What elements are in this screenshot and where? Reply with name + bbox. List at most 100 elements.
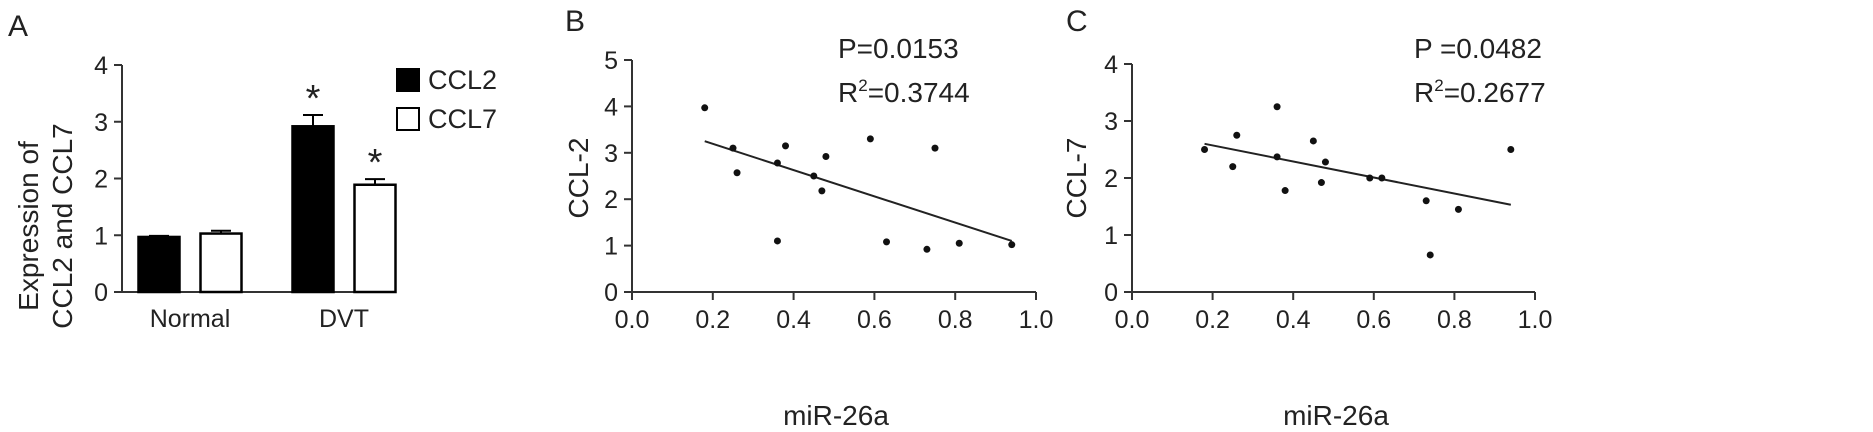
panel-b-data-point: [1008, 241, 1016, 249]
panel-c-data-point: [1233, 131, 1241, 139]
panel-b-ylabel: CCL-2: [563, 138, 594, 219]
panel-c-data-point: [1378, 174, 1386, 182]
panel-c-data-point: [1317, 179, 1325, 187]
panel-b-data-point: [733, 169, 741, 177]
panel-c-ytick-label: 2: [1104, 165, 1118, 193]
panel-a-ytick-label: 1: [94, 222, 108, 250]
panel-c-r2-value: =0.2677: [1444, 77, 1546, 108]
panel-b-xtick-label: 1.0: [1019, 306, 1054, 334]
panel-c-ytick-label: 1: [1104, 222, 1118, 250]
panel-a-ytick-label: 0: [94, 279, 108, 307]
panel-b-data-point: [782, 142, 790, 150]
panel-b-ytick-label: 1: [604, 233, 618, 261]
bar-ccl7-dvt: [353, 183, 397, 294]
panel-b-xtick-label: 0.0: [615, 306, 650, 334]
panel-b-r-label: R: [838, 77, 858, 108]
panel-b-r-squared: R2=0.3744: [838, 76, 970, 108]
panel-a-legend: CCL2 CCL7: [396, 65, 497, 134]
panel-a-label: A: [8, 10, 28, 43]
panel-c-regression-line: [1204, 142, 1512, 206]
panel-c-label: C: [1066, 5, 1088, 38]
panel-b-p-value: P=0.0153: [838, 33, 959, 64]
panel-b-data-point: [822, 153, 830, 161]
legend-label-ccl7: CCL7: [428, 104, 497, 134]
panel-c-xtick-label: 0.6: [1356, 306, 1391, 334]
legend-swatch-ccl7: [396, 107, 420, 131]
bar-ccl7-normal: [199, 232, 243, 294]
panel-a-ylabel-line1: Expression of: [13, 141, 44, 311]
panel-c-data-point: [1273, 103, 1281, 111]
panel-b-data-point: [773, 159, 781, 167]
panel-a-y-ticks: 0 1 2 3 4: [94, 52, 122, 307]
panel-c-xtick-label: 0.0: [1115, 306, 1150, 334]
panel-b-label: B: [565, 5, 585, 38]
panel-b-xtick-label: 0.2: [695, 306, 730, 334]
panel-c-data-point: [1422, 197, 1430, 205]
significance-star: *: [306, 78, 321, 120]
panel-c-data-point: [1201, 146, 1209, 153]
panel-b-xtick-label: 0.8: [938, 306, 973, 334]
panel-c-xtick-label: 1.0: [1518, 306, 1553, 334]
panel-c-data-point: [1309, 137, 1317, 145]
panel-c-xlabel: miR-26a: [1283, 400, 1389, 431]
panel-c-data-point: [1366, 174, 1374, 182]
panel-a-ylabel-line2: CCL2 and CCL7: [47, 123, 78, 328]
panel-c-xtick-label: 0.2: [1195, 306, 1230, 334]
panel-c-xtick-label: 0.8: [1437, 306, 1472, 334]
panel-b-data-point: [866, 135, 874, 143]
panel-c-p-value: P =0.0482: [1414, 33, 1542, 64]
panel-a-ytick-label: 2: [94, 166, 108, 194]
panel-b-ytick-label: 5: [604, 47, 618, 75]
panel-b-xtick-label: 0.4: [776, 306, 811, 334]
panel-b-xtick-label: 0.6: [857, 306, 892, 334]
panel-b-data-point: [923, 245, 931, 253]
panel-a-ytick-label: 4: [94, 52, 108, 80]
panel-c-data-point: [1507, 146, 1515, 153]
panel-c-data-point: [1426, 251, 1434, 259]
panel-b-regression-line: [704, 140, 1013, 242]
panel-a-ytick-label: 3: [94, 109, 108, 137]
legend-label-ccl2: CCL2: [428, 65, 497, 95]
panel-c-data-point: [1281, 187, 1289, 195]
panel-b-scatter: B CCL-2 miR-26a P=0.0153 R2=0.3744 01234…: [563, 5, 1053, 431]
significance-star: *: [368, 142, 383, 184]
panel-c-ytick-label: 4: [1104, 51, 1118, 79]
panel-b-xlabel: miR-26a: [783, 400, 889, 431]
panel-b-data-point: [955, 239, 963, 247]
panel-b-data-point: [931, 144, 939, 152]
panel-c-scatter: C CCL-7 miR-26a P =0.0482 R2=0.2677 0123…: [1061, 5, 1552, 431]
panel-c-ytick-label: 3: [1104, 108, 1118, 136]
panel-c-plot-area: 0 1 2 3 4 0.0 0.2 0.4 0.6 0.8 1.0: [1104, 51, 1552, 334]
panel-c-xtick-label: 0.4: [1276, 306, 1311, 334]
panel-c-ylabel: CCL-7: [1061, 138, 1092, 219]
bar-ccl2-dvt: [291, 125, 335, 294]
panel-c-data-point: [1229, 163, 1237, 171]
panel-b-data-point: [729, 144, 737, 152]
panel-b-r2-value: =0.3744: [868, 77, 970, 108]
panel-c-ytick-label: 0: [1104, 279, 1118, 307]
panel-b-data-point: [818, 187, 826, 195]
panel-c-r-superscript: 2: [1434, 76, 1443, 95]
panel-c-data-point: [1321, 158, 1329, 166]
panel-c-data-point: [1454, 205, 1462, 213]
panel-b-data-point: [773, 237, 781, 245]
panel-b-data-point: [810, 172, 818, 180]
panel-b-data-point: [701, 104, 709, 112]
panel-c-r-squared: R2=0.2677: [1414, 76, 1546, 108]
panel-b-ytick-label: 4: [604, 93, 618, 121]
panel-c-data-point: [1273, 153, 1281, 161]
panel-b-plot-area: 0 1 2 3 4 5 0.0 0.2 0.4 0.6 0.8 1.0: [604, 47, 1053, 334]
panel-b-ytick-label: 3: [604, 140, 618, 168]
panel-b-ytick-label: 0: [604, 279, 618, 307]
panel-a-xtick-normal: Normal: [150, 305, 231, 333]
panel-a-bars: **: [137, 78, 397, 294]
panel-b-data-point: [883, 238, 891, 246]
panel-a-xtick-dvt: DVT: [319, 305, 369, 333]
panel-b-r-superscript: 2: [858, 76, 867, 95]
panel-c-r-label: R: [1414, 77, 1434, 108]
legend-swatch-ccl2: [396, 68, 420, 92]
bar-ccl2-normal: [137, 235, 181, 294]
panel-b-ytick-label: 2: [604, 186, 618, 214]
